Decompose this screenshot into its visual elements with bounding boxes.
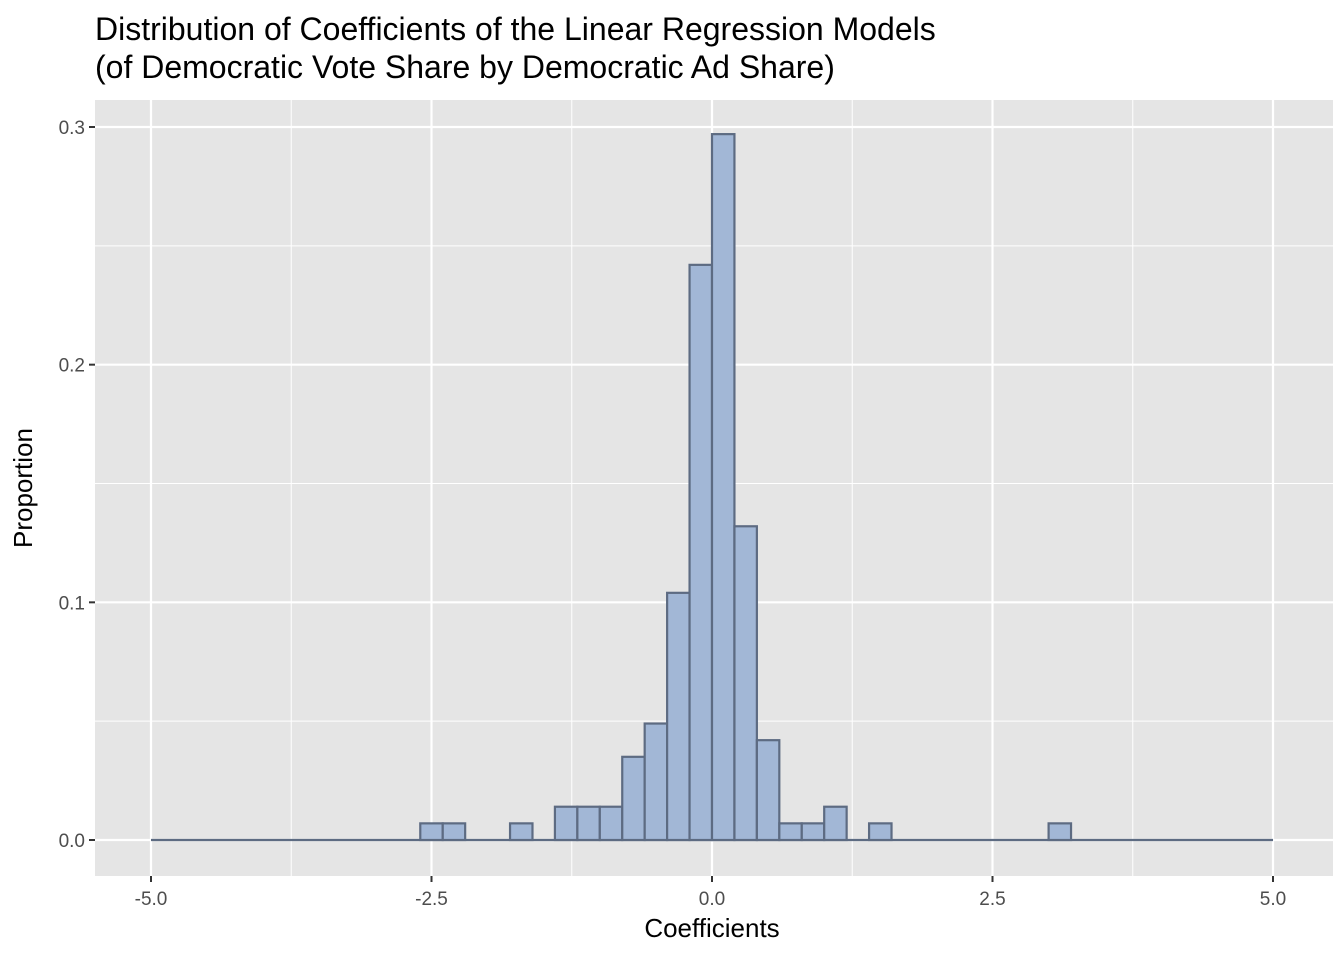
histogram-bar: [823, 805, 848, 842]
chart-subtitle: (of Democratic Vote Share by Democratic …: [95, 49, 835, 85]
histogram-bar: [666, 591, 691, 842]
histogram-bar: [419, 822, 444, 842]
histogram-bar: [778, 822, 803, 842]
histogram-bar: [1047, 822, 1073, 842]
histogram-bar: [441, 822, 467, 842]
y-axis-label: Proportion: [8, 428, 38, 548]
x-tick-label: 5.0: [1260, 889, 1286, 910]
histogram-bar: [733, 525, 758, 842]
x-tick-label: -2.5: [415, 889, 448, 910]
histogram-bar: [867, 822, 893, 842]
chart-title-block: Distribution of Coefficients of the Line…: [95, 10, 936, 86]
x-axis-ticks: -5.0 -2.5 0.0 2.5 5.0: [135, 876, 1286, 910]
histogram-bar: [576, 805, 601, 842]
histogram-bar: [710, 133, 736, 842]
histogram-bar: [553, 805, 579, 842]
histogram-bar: [598, 805, 624, 842]
y-tick-label: 0.2: [59, 356, 85, 377]
histogram-bar: [800, 822, 826, 842]
histogram-bar: [508, 822, 534, 842]
histogram-bar: [688, 263, 714, 842]
y-axis-ticks: 0.0 0.1 0.2 0.3: [59, 118, 95, 852]
x-tick-label: 0.0: [699, 889, 725, 910]
x-tick-label: 2.5: [979, 889, 1005, 910]
y-tick-label: 0.0: [59, 831, 85, 852]
y-tick-label: 0.3: [59, 118, 85, 139]
histogram-bar: [621, 755, 646, 842]
histogram-bar: [643, 722, 669, 842]
chart-title: Distribution of Coefficients of the Line…: [95, 11, 936, 47]
x-axis-label: Coefficients: [644, 913, 780, 943]
x-tick-label: -5.0: [135, 889, 168, 910]
histogram-bars: [151, 133, 1273, 842]
histogram-bar: [755, 739, 781, 842]
y-tick-label: 0.1: [59, 593, 85, 614]
